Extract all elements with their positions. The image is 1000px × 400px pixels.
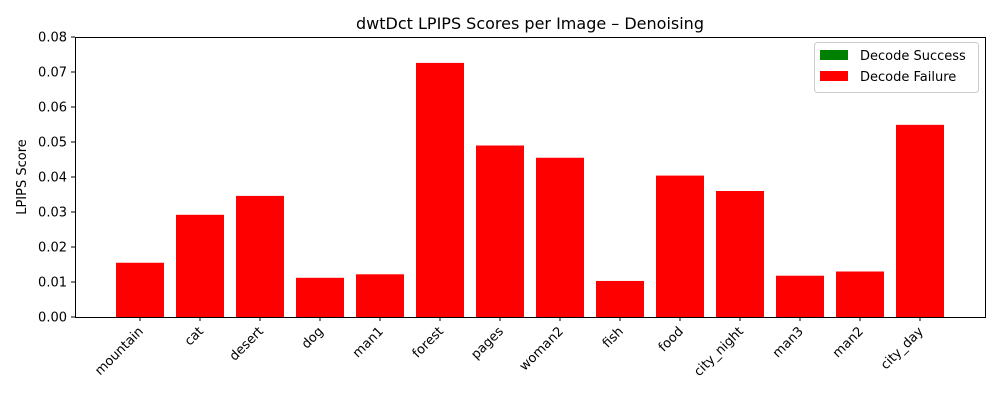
legend-box (814, 42, 979, 93)
y-axis-ticks: 0.00 0.01 0.02 0.03 0.04 0.05 0.06 0.07 0.08 (38, 31, 75, 326)
legend-label-success: Decode Success (860, 49, 966, 64)
chart-title: dwtDct LPIPS Scores per Image – Denoisin… (356, 14, 704, 33)
y-tick-label: 0.05 (38, 136, 67, 151)
bar-dog (296, 277, 344, 317)
y-tick-label: 0.03 (38, 206, 67, 221)
plot-frame (75, 37, 986, 318)
bar-man3 (776, 275, 824, 317)
x-tick-label: man2 (830, 324, 867, 361)
bars-group (116, 62, 944, 318)
x-tick-label: forest (410, 324, 447, 361)
bar-desert (236, 195, 284, 317)
legend-label-failure: Decode Failure (860, 70, 956, 85)
x-tick-label: cat (182, 324, 207, 349)
x-tick-label: man3 (770, 324, 807, 361)
x-tick-label: woman2 (517, 324, 567, 374)
x-tick-label: city_day (878, 324, 927, 373)
x-tick-label: pages (468, 324, 507, 363)
bar-city_day (896, 124, 944, 317)
x-tick-label: man1 (350, 324, 387, 361)
x-tick-label: dog (299, 324, 327, 352)
x-axis-ticks: mountain cat desert dog man1 forest pages woman… (92, 317, 927, 380)
bar-mountain (116, 262, 164, 317)
x-tick-label: city_night (691, 324, 747, 380)
bar-pages (476, 145, 524, 317)
y-tick-label: 0.06 (38, 101, 67, 116)
x-tick-label: food (656, 324, 687, 355)
bar-woman2 (536, 157, 584, 317)
bar-man2 (836, 271, 884, 317)
bar-city_night (716, 191, 764, 317)
x-tick-label: fish (600, 324, 627, 351)
bar-food (656, 175, 704, 317)
legend-swatch-success (820, 50, 848, 60)
legend-swatch-failure (820, 71, 848, 81)
y-tick-label: 0.02 (38, 241, 67, 256)
y-axis-label: LPIPS Score (15, 139, 30, 215)
y-tick-label: 0.01 (38, 276, 67, 291)
x-tick-label: mountain (92, 324, 146, 378)
bar-cat (176, 214, 224, 317)
bar-forest (416, 62, 464, 318)
bar-fish (596, 280, 644, 317)
bar-man1 (356, 274, 404, 317)
x-tick-label: desert (227, 324, 267, 364)
y-tick-label: 0.00 (38, 311, 67, 326)
y-tick-label: 0.04 (38, 171, 67, 186)
legend: Decode Success Decode Failure (814, 42, 979, 93)
y-tick-label: 0.08 (38, 31, 67, 46)
y-tick-label: 0.07 (38, 66, 67, 81)
